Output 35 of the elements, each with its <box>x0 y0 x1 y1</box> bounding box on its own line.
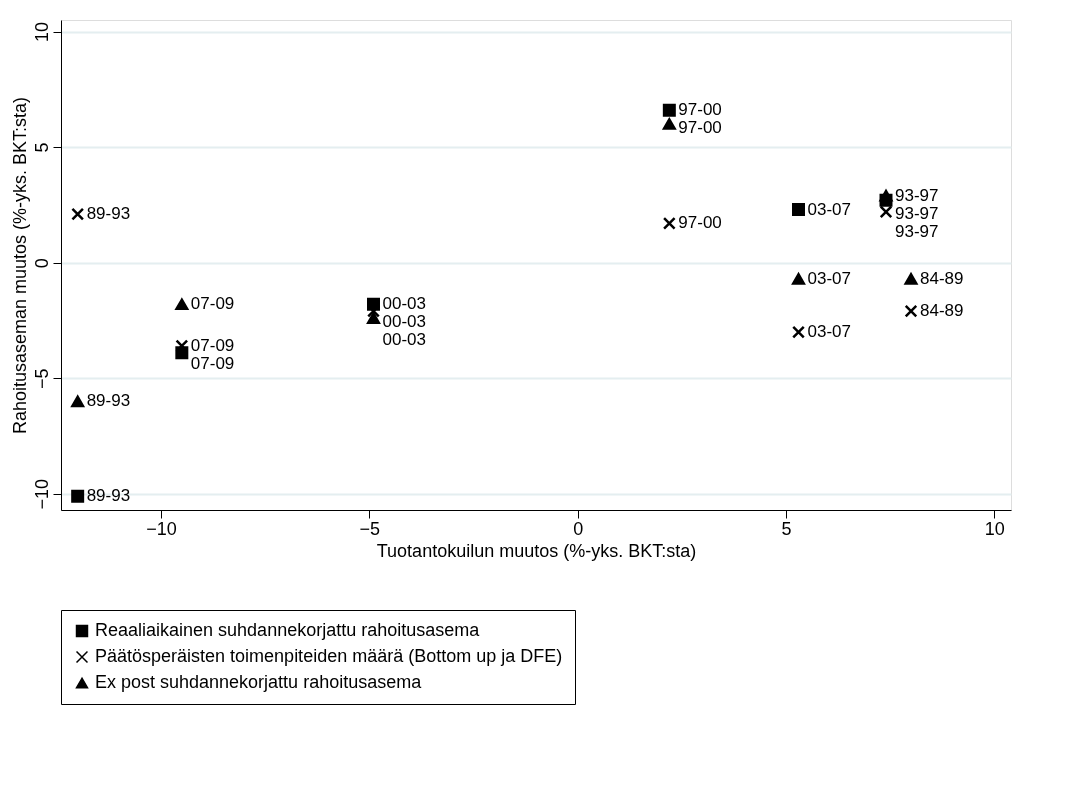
y-tick-label: −5 <box>31 368 52 390</box>
data-label: 03-07 <box>807 268 851 288</box>
data-label: 00-03 <box>382 330 426 350</box>
y-tick-label: 0 <box>31 258 52 269</box>
data-label: 93-97 <box>895 185 939 205</box>
data-label: 07-09 <box>190 335 235 355</box>
data-label: 00-03 <box>382 312 426 332</box>
data-label: 84-89 <box>920 268 964 288</box>
data-label: 93-97 <box>895 221 939 241</box>
data-label: 89-93 <box>86 486 131 506</box>
x-axis-title: Tuotantokuilun muutos (%-yks. BKT:sta) <box>376 540 697 561</box>
legend-label: Reaaliaikainen suhdannekorjattu rahoitusasema <box>95 620 481 640</box>
data-label: 89-93 <box>86 391 131 411</box>
x-tick-label: 5 <box>781 518 792 539</box>
x-tick-label: 10 <box>984 518 1005 539</box>
data-label: 84-89 <box>920 301 964 321</box>
data-label: 97-00 <box>678 213 722 233</box>
data-label: 07-09 <box>190 294 235 314</box>
x-tick-label: 0 <box>573 518 584 539</box>
y-axis-title: Rahoitusaseman muutos (%-yks. BKT:sta) <box>9 96 30 435</box>
data-label: 89-93 <box>86 204 131 224</box>
data-label: 07-09 <box>190 353 235 373</box>
data-label: 03-07 <box>807 199 851 219</box>
data-label: 03-07 <box>807 322 851 342</box>
y-tick-label: 10 <box>31 22 52 43</box>
y-tick-label: −10 <box>31 479 52 510</box>
data-label: 00-03 <box>382 294 426 314</box>
legend-label: Päätösperäisten toimenpiteiden määrä (Bottom up ja DFE) <box>95 646 563 666</box>
data-label: 97-00 <box>678 100 722 120</box>
legend-label: Ex post suhdannekorjattu rahoitusasema <box>95 672 423 692</box>
x-tick-label: −10 <box>146 518 177 539</box>
data-label: 93-97 <box>895 203 939 223</box>
data-label: 97-00 <box>678 118 722 138</box>
x-tick-label: −5 <box>359 518 381 539</box>
y-tick-label: 5 <box>31 142 52 153</box>
